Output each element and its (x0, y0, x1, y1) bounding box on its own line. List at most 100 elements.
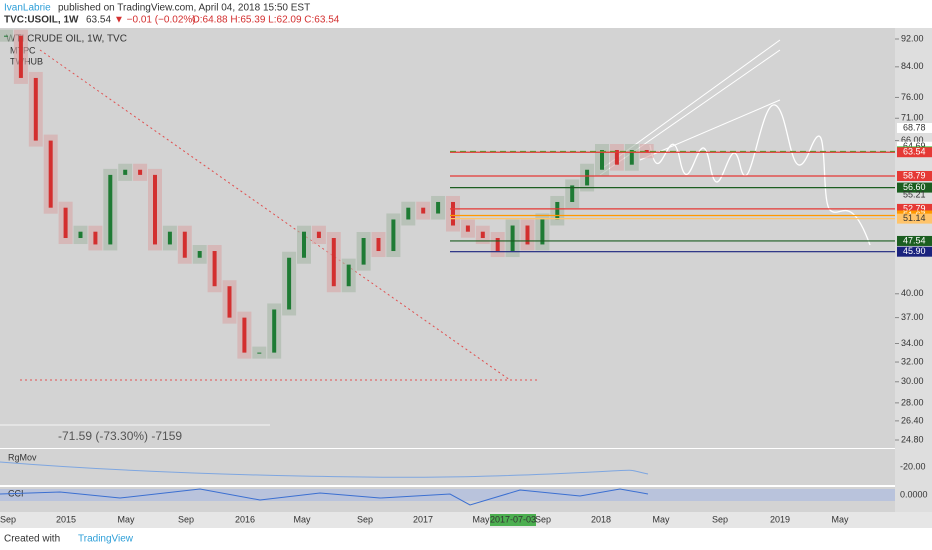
price-tag: 63.54 (903, 147, 926, 157)
candle (451, 201, 455, 226)
ohlc: O:64.88 H:65.39 L:62.09 C:63.54 (192, 15, 340, 26)
price-tag-bg (897, 122, 932, 133)
x-tick-label: May (117, 514, 135, 524)
author[interactable]: IvanLabrie (4, 3, 51, 14)
candle (406, 207, 411, 220)
symbol: TVC:USOIL, 1W (4, 15, 79, 26)
x-tick-label: May (293, 514, 311, 524)
y-tick-label: 30.00 (901, 376, 924, 386)
candle (525, 225, 530, 245)
price-tag-bg (897, 182, 932, 193)
candle (495, 238, 500, 252)
y-tick-label: 40.00 (901, 288, 924, 298)
candle (227, 286, 232, 318)
candle (540, 219, 545, 245)
price-tag: 47.54 (903, 235, 926, 245)
y-tick-label: 28.00 (901, 397, 924, 407)
candle (480, 231, 485, 239)
price-tag: 64.69 (903, 141, 926, 151)
date-highlight (490, 514, 536, 526)
candle (108, 174, 113, 245)
candle (93, 231, 98, 245)
candle (48, 140, 53, 208)
projection-path (649, 104, 871, 246)
y-tick-label: 76.00 (901, 92, 924, 102)
price-tag: 45.90 (903, 246, 926, 256)
candle (570, 185, 575, 202)
y-tick-label: 37.00 (901, 312, 924, 322)
candle (316, 231, 321, 239)
price-tag-bg (897, 246, 932, 257)
cci-band (0, 489, 895, 501)
candle (465, 225, 470, 232)
price-tag-bg (897, 170, 932, 181)
candle (78, 231, 83, 239)
x-tick-label: Sep (178, 514, 194, 524)
header-bg (0, 0, 932, 28)
candle (167, 231, 172, 245)
price-tag: 56.60 (903, 182, 926, 192)
y-tick-label: 34.00 (901, 338, 924, 348)
price-tag: 58.79 (903, 170, 926, 180)
footer-text: Created with (4, 534, 60, 545)
rgmov-line (0, 461, 649, 478)
main-pane (0, 28, 895, 448)
footer-brand[interactable]: TradingView (78, 534, 134, 545)
candle (287, 257, 292, 310)
price-tag: 55.21 (903, 190, 926, 200)
candle (272, 309, 277, 353)
y-tick-label: 32.00 (901, 356, 924, 366)
candle (4, 35, 8, 37)
candle (600, 150, 604, 170)
cci-line (0, 488, 649, 506)
price-tag: 68.78 (903, 122, 926, 132)
x-tick-label: 2017-07-03 (490, 514, 536, 524)
candle (376, 238, 381, 252)
x-tick-label: May (472, 514, 490, 524)
last: 63.54 (86, 15, 111, 26)
x-tick-label: 2018 (591, 514, 611, 524)
candle (361, 238, 366, 265)
rgmov-pane (0, 449, 895, 485)
y-tick-label: 26.40 (901, 415, 924, 425)
candle (153, 174, 157, 245)
candle (123, 169, 128, 175)
price-tag-bg (897, 213, 932, 224)
change: ▼ −0.01 (−0.02%) (114, 15, 196, 26)
x-tick-label: 2015 (56, 514, 76, 524)
price-tag: 51.14 (903, 213, 926, 223)
candle (257, 352, 262, 354)
candle (346, 264, 351, 287)
trend-line (39, 49, 511, 381)
x-tick-label: Sep (535, 514, 551, 524)
indicator-tick: 0.0000 (900, 489, 928, 499)
candle (182, 231, 187, 258)
x-tick-label: Sep (357, 514, 373, 524)
price-axis (895, 28, 932, 512)
x-tick-label: May (831, 514, 849, 524)
candle (421, 207, 426, 214)
time-axis (0, 512, 932, 528)
x-tick-label: 2017 (413, 514, 433, 524)
y-tick-label: 24.80 (901, 434, 924, 444)
candle (138, 169, 143, 175)
candle (242, 317, 247, 353)
x-tick-label: 2019 (770, 514, 790, 524)
price-tag-bg (897, 235, 932, 246)
indicator-tick: -20.00 (900, 461, 926, 471)
candle (33, 77, 38, 141)
candle (585, 169, 590, 186)
x-tick-label: Sep (712, 514, 728, 524)
candle (197, 251, 202, 258)
y-tick-label: 92.00 (901, 33, 924, 43)
price-tag: 52.79 (903, 203, 926, 213)
candle (302, 231, 306, 258)
x-tick-label: 2016 (235, 514, 255, 524)
footer-bg (0, 528, 932, 550)
indicator-name: RgMov (8, 452, 37, 462)
y-tick-label: 84.00 (901, 61, 924, 71)
chart-title: WTI CRUDE OIL, 1W, TVC (6, 34, 127, 45)
candle (212, 251, 217, 287)
candle (629, 150, 634, 165)
